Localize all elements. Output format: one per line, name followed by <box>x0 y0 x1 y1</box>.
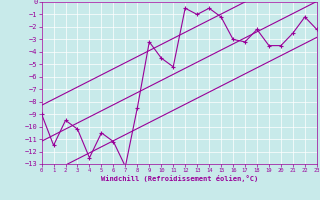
X-axis label: Windchill (Refroidissement éolien,°C): Windchill (Refroidissement éolien,°C) <box>100 175 258 182</box>
